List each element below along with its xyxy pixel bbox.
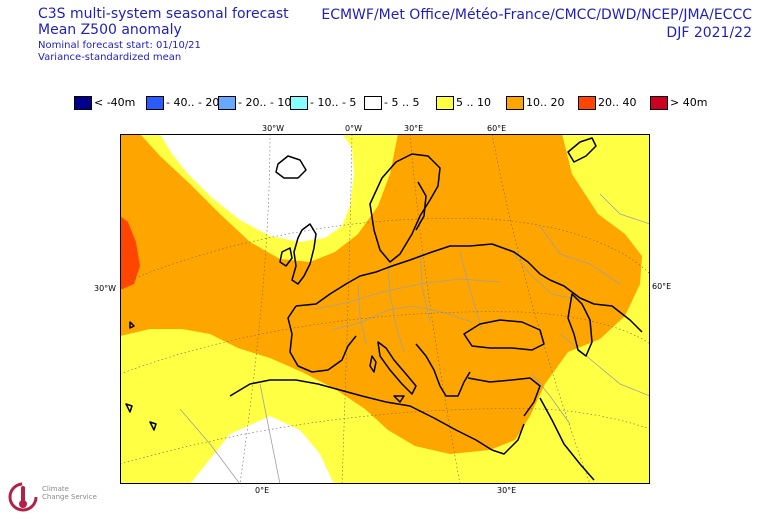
tick-bottom-0e: 0°E	[255, 486, 270, 495]
logo-line2: Change Service	[42, 492, 97, 501]
chart-title: C3S multi-system seasonal forecast	[38, 6, 289, 22]
legend-label: 10.. 20	[526, 96, 565, 109]
legend-swatch	[506, 96, 524, 110]
legend-label: 20.. 40	[598, 96, 637, 109]
legend-swatch	[74, 96, 92, 110]
legend-swatch	[364, 96, 382, 110]
anomaly-zone-neutral-sw	[190, 416, 334, 484]
legend-label: - 40.. - 20	[166, 96, 220, 109]
map-svg	[120, 134, 650, 484]
title-block: C3S multi-system seasonal forecast Mean …	[38, 6, 289, 63]
tick-top-60e: 60°E	[487, 124, 507, 133]
tick-left-30w: 30°W	[94, 284, 117, 293]
graticule	[120, 134, 650, 484]
legend-swatch	[146, 96, 164, 110]
logo-line1: Climate	[42, 485, 69, 493]
anomaly-zone-neutral	[160, 134, 354, 242]
legend-label: < -40m	[94, 96, 136, 109]
legend-swatch	[290, 96, 308, 110]
centres-block: ECMWF/Met Office/Météo-France/CMCC/DWD/N…	[321, 6, 752, 42]
centres-label: ECMWF/Met Office/Météo-France/CMCC/DWD/N…	[321, 7, 752, 23]
legend-swatch	[578, 96, 596, 110]
coastlines	[125, 137, 643, 481]
chart-subtitle: Mean Z500 anomaly	[38, 22, 182, 39]
country-borders	[179, 193, 650, 484]
tick-right-60e: 60°E	[652, 282, 672, 291]
anomaly-zone-10-20	[120, 134, 642, 454]
tick-top-30w: 30°W	[262, 124, 285, 133]
legend-label: - 10.. - 5	[310, 96, 357, 109]
copernicus-logo: Climate Change Service	[4, 476, 124, 518]
legend-label: - 5 .. 5	[384, 96, 420, 109]
legend-label: > 40m	[670, 96, 708, 109]
method-label: Variance-standardized mean	[38, 51, 182, 63]
legend-swatch	[436, 96, 454, 110]
anomaly-map	[120, 134, 650, 484]
forecast-start-label: Nominal forecast start: 01/10/21	[38, 40, 201, 52]
legend-swatch	[650, 96, 668, 110]
tick-top-30e: 30°E	[404, 124, 424, 133]
tick-bottom-30e: 30°E	[497, 486, 517, 495]
map-frame	[120, 134, 650, 484]
logo-text: Climate Change Service	[42, 485, 97, 501]
climate-logo-icon	[8, 482, 38, 512]
tick-top-0w: 0°W	[345, 124, 362, 133]
legend-label: 5 .. 10	[456, 96, 491, 109]
season-label: DJF 2021/22	[666, 25, 752, 42]
legend-swatch	[218, 96, 236, 110]
legend-label: - 20.. - 10	[238, 96, 292, 109]
anomaly-zone-20-40	[120, 216, 140, 290]
